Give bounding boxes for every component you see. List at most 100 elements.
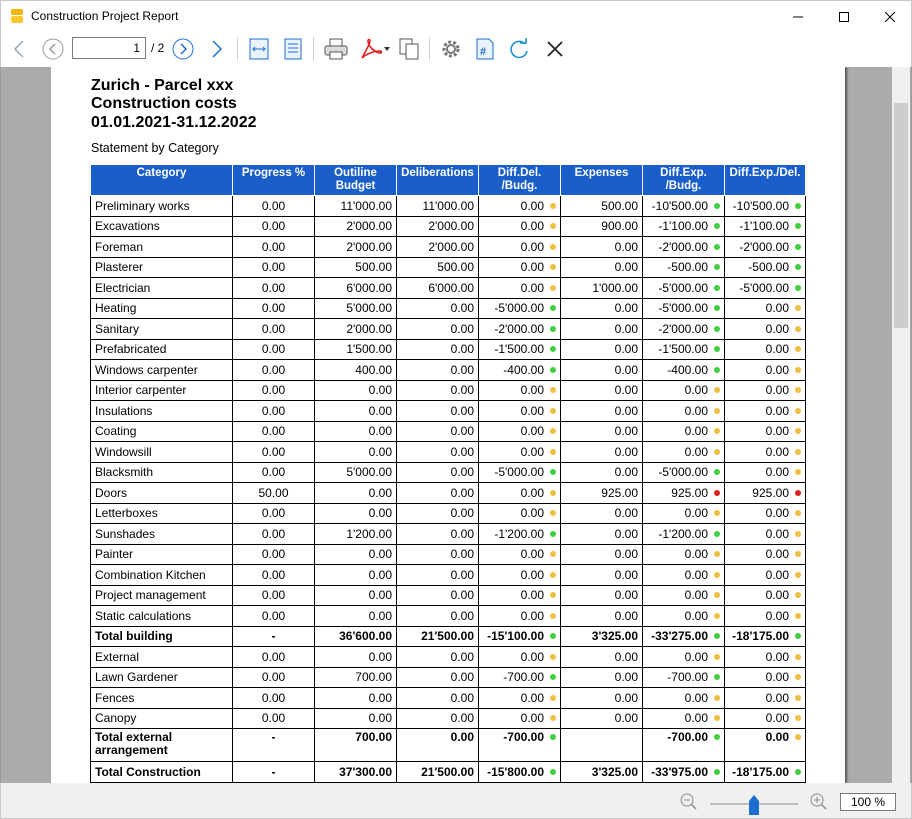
cell-diff-exp: 0.00 (642, 646, 725, 668)
status-dot-icon (795, 768, 801, 775)
window-title: Construction Project Report (31, 9, 179, 23)
cell-value: 36'600.00 (339, 629, 392, 644)
status-dot-icon (714, 387, 720, 394)
status-dot-icon (714, 715, 720, 722)
column-header: Diff.Exp./Del. (724, 164, 806, 196)
cell-deliberations: 0.00 (396, 666, 479, 688)
table-total-row: Total Construction - 37'300.00 21'500.00 -15… (90, 761, 806, 783)
status-dot-icon (550, 715, 556, 722)
cell-deliberations: 0.00 (396, 605, 479, 627)
cell-value: 0.00 (520, 424, 544, 439)
zoom-out-button[interactable] (678, 791, 698, 811)
cell-value: - (271, 629, 276, 644)
back-button[interactable] (7, 35, 31, 63)
cell-value: -700.00 (503, 730, 544, 744)
status-dot-icon (714, 510, 720, 517)
cell-budget: 0.00 (314, 502, 397, 524)
cell-value: 0.00 (684, 383, 708, 398)
copy-button[interactable] (395, 35, 423, 63)
cell-diff-del: -700.00 (478, 666, 561, 688)
report-viewer[interactable]: Zurich - Parcel xxx Construction costs 0… (0, 67, 912, 783)
minimize-button[interactable] (775, 1, 821, 32)
status-dot-icon (795, 571, 801, 578)
zoom-in-button[interactable] (808, 791, 828, 811)
fit-width-button[interactable] (245, 35, 273, 63)
cell-progress: 0.00 (232, 543, 315, 565)
status-dot-icon (795, 346, 801, 353)
cell-category: Interior carpenter (90, 379, 233, 401)
status-dot-icon (550, 489, 556, 496)
forward-arrow-icon (212, 40, 223, 58)
cell-value: 0.00 (684, 567, 708, 582)
cell-diff-del: -5'000.00 (478, 461, 561, 483)
status-dot-icon (795, 653, 801, 660)
cell-diff-exp-del: 0.00 (724, 584, 806, 606)
status-dot-icon (795, 387, 801, 394)
cell-value: Plasterer (95, 260, 144, 275)
cell-value: 0.00 (368, 485, 392, 500)
cell-expenses: 3'325.00 (560, 761, 643, 783)
status-dot-icon (795, 715, 801, 722)
cell-diff-del: 0.00 (478, 564, 561, 586)
cell-category: Letterboxes (90, 502, 233, 524)
cell-value: 0.00 (261, 465, 286, 480)
status-dot-icon (550, 223, 556, 230)
next-page-button[interactable] (169, 35, 197, 63)
table-row: Combination Kitchen 0.00 0.00 0.00 0.00 0.00 0… (90, 564, 806, 586)
cell-value: 925.00 (752, 485, 789, 500)
cell-value: 0.00 (520, 260, 544, 275)
cell-category: Windows carpenter (90, 359, 233, 381)
cell-value: 0.00 (520, 547, 544, 562)
cell-diff-exp-del: 0.00 (724, 359, 806, 381)
forward-button[interactable] (205, 35, 229, 63)
cell-value: 0.00 (450, 649, 474, 664)
cell-diff-del: 0.00 (478, 215, 561, 237)
cell-diff-exp: 0.00 (642, 605, 725, 627)
zoom-slider-thumb[interactable] (749, 795, 759, 815)
cell-value: 0.00 (261, 506, 286, 521)
report-title-line3: 01.01.2021-31.12.2022 (91, 114, 257, 131)
page-number-button[interactable]: # (471, 35, 499, 63)
cell-value: Heating (95, 301, 137, 316)
cell-value: 0.00 (261, 711, 286, 726)
cell-value: 0.00 (765, 730, 789, 744)
status-dot-icon (550, 264, 556, 271)
cell-category: Preliminary works (90, 195, 233, 217)
cell-diff-del: 0.00 (478, 195, 561, 217)
refresh-button[interactable] (505, 35, 533, 63)
maximize-button[interactable] (821, 1, 867, 32)
cell-value: Project management (95, 588, 206, 603)
refresh-icon (510, 38, 528, 59)
cell-diff-exp: -5'000.00 (642, 277, 725, 299)
pdf-export-button[interactable] (357, 35, 393, 63)
status-dot-icon (714, 202, 720, 209)
status-dot-icon (795, 428, 801, 435)
cell-value: 0.00 (261, 424, 286, 439)
cell-value: 0.00 (261, 403, 286, 418)
cell-value: 0.00 (765, 424, 789, 439)
fit-page-button[interactable] (279, 35, 307, 63)
cell-diff-exp: -400.00 (642, 359, 725, 381)
cell-diff-del: 0.00 (478, 420, 561, 442)
cell-deliberations: 0.00 (396, 543, 479, 565)
cell-deliberations: 0.00 (396, 318, 479, 340)
prev-page-button[interactable] (39, 35, 67, 63)
close-report-button[interactable] (541, 35, 569, 63)
settings-button[interactable] (437, 35, 465, 63)
zoom-level-field[interactable]: 100 % (840, 793, 896, 811)
cell-category: External (90, 646, 233, 668)
column-header: Deliberations (396, 164, 479, 196)
cell-value: Insulations (95, 403, 153, 418)
close-button[interactable] (867, 1, 912, 32)
cell-value: Sunshades (95, 526, 156, 541)
cell-diff-exp-del: 0.00 (724, 461, 806, 483)
cell-expenses: 0.00 (560, 400, 643, 422)
print-button[interactable] (321, 35, 351, 63)
vertical-scrollbar[interactable] (892, 67, 910, 783)
scrollbar-thumb[interactable] (894, 103, 908, 328)
table-row: Interior carpenter 0.00 0.00 0.00 0.00 0.00 0.… (90, 379, 806, 401)
cell-expenses: 500.00 (560, 195, 643, 217)
page-number-input[interactable]: 1 (72, 37, 146, 59)
cell-value: 0.00 (520, 608, 544, 623)
cell-value: 0.00 (765, 526, 789, 541)
